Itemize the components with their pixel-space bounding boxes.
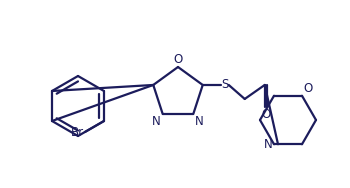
Text: N: N <box>264 138 273 151</box>
Text: O: O <box>173 53 183 66</box>
Text: N: N <box>152 115 161 128</box>
Text: O: O <box>303 82 312 95</box>
Text: N: N <box>195 115 204 128</box>
Text: S: S <box>221 78 229 92</box>
Text: Br: Br <box>71 126 84 139</box>
Text: O: O <box>261 108 270 121</box>
